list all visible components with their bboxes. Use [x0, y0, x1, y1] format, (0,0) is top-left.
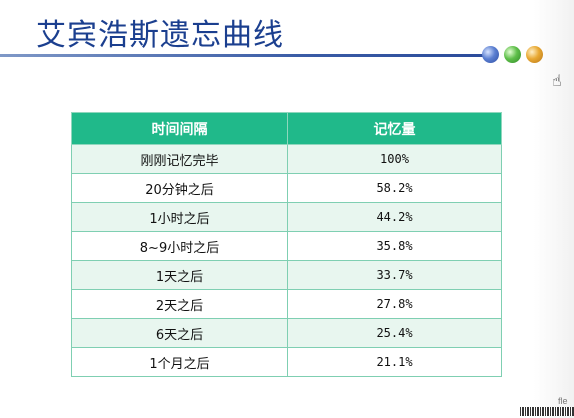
- hand-pointer-icon: ☝: [552, 71, 562, 90]
- blue-dot-icon: [482, 46, 499, 63]
- table-header-row: 时间间隔 记忆量: [71, 112, 502, 145]
- table-row: 20分钟之后 58.2%: [71, 173, 502, 203]
- interval-cell: 6天之后: [71, 318, 288, 348]
- retention-cell: 33.7%: [287, 260, 502, 290]
- interval-cell: 8~9小时之后: [71, 231, 288, 261]
- retention-cell: 27.8%: [287, 289, 502, 319]
- table-row: 2天之后 27.8%: [71, 289, 502, 319]
- interval-cell: 20分钟之后: [71, 173, 288, 203]
- barcode-icon: [520, 407, 574, 416]
- retention-cell: 35.8%: [287, 231, 502, 261]
- retention-cell: 44.2%: [287, 202, 502, 232]
- retention-cell: 58.2%: [287, 173, 502, 203]
- interval-cell: 1小时之后: [71, 202, 288, 232]
- table-row: 1个月之后 21.1%: [71, 347, 502, 377]
- column-header-retention: 记忆量: [287, 112, 502, 145]
- table-row: 6天之后 25.4%: [71, 318, 502, 348]
- retention-cell: 100%: [287, 144, 502, 174]
- retention-cell: 25.4%: [287, 318, 502, 348]
- table-row: 刚刚记忆完毕 100%: [71, 144, 502, 174]
- slide-title: 艾宾浩斯遗忘曲线: [36, 18, 284, 53]
- orange-dot-icon: [526, 46, 543, 63]
- retention-cell: 21.1%: [287, 347, 502, 377]
- table-row: 1小时之后 44.2%: [71, 202, 502, 232]
- column-header-interval: 时间间隔: [71, 112, 288, 145]
- interval-cell: 1天之后: [71, 260, 288, 290]
- interval-cell: 刚刚记忆完毕: [71, 144, 288, 174]
- interval-cell: 2天之后: [71, 289, 288, 319]
- green-dot-icon: [504, 46, 521, 63]
- table-row: 1天之后 33.7%: [71, 260, 502, 290]
- title-underline: [0, 54, 498, 57]
- retention-table: 时间间隔 记忆量 刚刚记忆完毕 100% 20分钟之后 58.2% 1小时之后 …: [71, 112, 502, 377]
- brand-label: fle: [558, 396, 568, 406]
- table-row: 8~9小时之后 35.8%: [71, 231, 502, 261]
- interval-cell: 1个月之后: [71, 347, 288, 377]
